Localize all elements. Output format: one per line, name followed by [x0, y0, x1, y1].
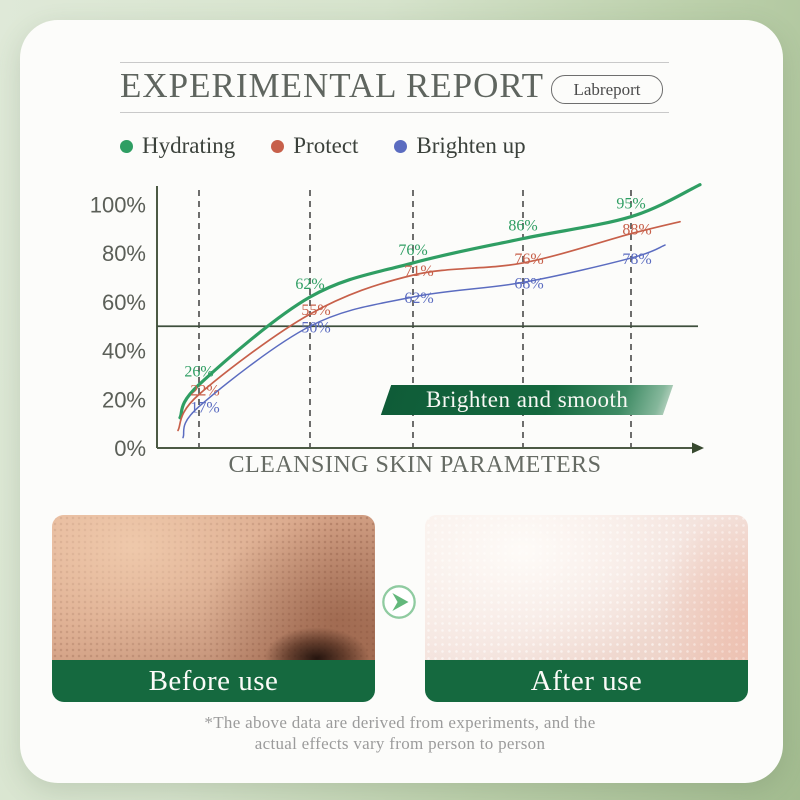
x-axis-title: CLEANSING SKIN PARAMETERS — [228, 452, 602, 478]
point-label: 71% — [404, 263, 433, 280]
page-title: EXPERIMENTAL REPORT — [120, 66, 545, 105]
point-label: 76% — [514, 251, 543, 268]
y-tick-label: 100% — [90, 193, 146, 218]
legend-label: Brighten up — [416, 133, 526, 158]
labreport-badge: Labreport — [551, 75, 663, 104]
annotation-banner: Brighten and smooth — [380, 385, 674, 415]
point-label: 68% — [514, 275, 543, 292]
after-label-bar: After use — [425, 660, 748, 702]
before-label-bar: Before use — [52, 660, 375, 702]
footnote-line-2: actual effects vary from person to perso… — [254, 734, 546, 753]
legend-label: Protect — [293, 133, 359, 158]
point-label: 95% — [616, 196, 645, 213]
y-tick-label: 20% — [102, 387, 146, 412]
before-photo: Before use — [52, 515, 375, 702]
point-label: 76% — [398, 242, 427, 259]
before-label: Before use — [148, 664, 279, 697]
point-label: 88% — [622, 222, 651, 239]
series-line-0 — [178, 183, 702, 420]
title-top-rule — [120, 62, 669, 63]
point-label: 22% — [190, 382, 219, 399]
chevron-right-icon — [380, 583, 418, 621]
point-label: 62% — [295, 276, 324, 293]
after-photo: After use — [425, 515, 748, 702]
legend-item-protect: Protect — [271, 133, 358, 159]
series-line-1 — [177, 220, 681, 432]
y-tick-label: 60% — [102, 290, 146, 315]
point-label: 78% — [622, 251, 651, 268]
y-tick-label: 80% — [102, 241, 146, 266]
after-skin-image — [425, 515, 748, 660]
before-skin-image — [52, 515, 375, 660]
after-label: After use — [530, 664, 643, 697]
line-chart: 100% 80% 60% 40% 20% 0% 26% 62% 76% 86% 95% 22% 55% 7… — [80, 170, 720, 490]
point-label: 17% — [190, 400, 219, 417]
annotation-text: Brighten and smooth — [425, 387, 629, 412]
title-bottom-rule — [120, 112, 669, 113]
point-label: 86% — [508, 218, 537, 235]
legend-label: Hydrating — [142, 133, 236, 158]
series-line-2 — [182, 244, 666, 439]
chart-legend: Hydrating Protect Brighten up — [120, 133, 526, 159]
legend-item-brighten: Brighten up — [394, 133, 526, 159]
point-label: 62% — [404, 290, 433, 307]
y-tick-label: 40% — [102, 339, 146, 364]
brighten-dot-icon — [394, 139, 408, 153]
footnote-line-1: *The above data are derived from experim… — [204, 713, 596, 732]
protect-dot-icon — [271, 139, 285, 153]
hydrating-dot-icon — [120, 139, 133, 153]
chart-canvas: 100% 80% 60% 40% 20% 0% 26% 62% 76% 86% 95% 22% 55% 7… — [90, 183, 704, 461]
legend-item-hydrating: Hydrating — [120, 133, 235, 159]
point-label: 50% — [301, 319, 330, 336]
point-label: 55% — [301, 302, 330, 319]
y-tick-label: 0% — [114, 436, 146, 461]
point-label: 26% — [184, 364, 213, 381]
x-axis-arrow-icon — [692, 442, 704, 454]
